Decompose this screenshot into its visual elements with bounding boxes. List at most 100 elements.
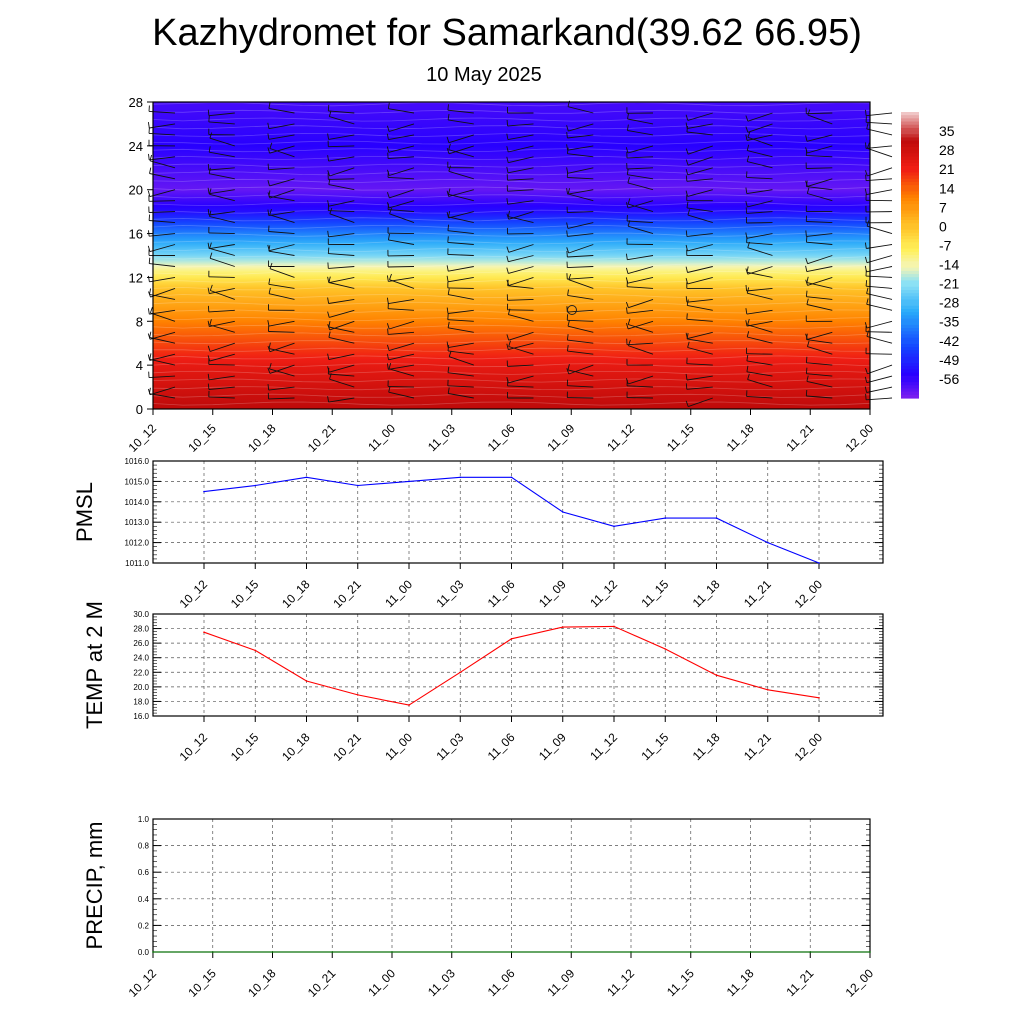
x-tick-label: 11_06 (485, 577, 518, 610)
wind-barb (328, 276, 355, 289)
wind-barb (864, 167, 893, 177)
x-tick-label: 12_00 (843, 421, 877, 455)
wind-barb-shaft (150, 312, 176, 322)
wind-barb (685, 112, 713, 121)
wind-barb (147, 275, 176, 283)
wind-barb-shaft (329, 320, 355, 331)
y-tick-label: 0.8 (138, 842, 150, 851)
wind-barb (267, 320, 295, 327)
wind-barb (566, 261, 594, 269)
wind-barb-shaft (209, 324, 235, 333)
pmsl-frame (152, 460, 884, 564)
wind-barb-flag (567, 188, 571, 195)
wind-barb (625, 145, 654, 154)
wind-barb (864, 375, 893, 384)
wind-barb (447, 366, 474, 377)
precip-data-point (630, 951, 632, 953)
wind-barb-shaft (208, 396, 235, 399)
colorbar-segment (901, 337, 919, 342)
wind-barb-shaft (329, 364, 355, 373)
wind-barb-flag (208, 115, 210, 122)
wind-barb-shaft (806, 296, 833, 300)
wind-barb-flag (207, 373, 210, 380)
wind-barb-shaft (389, 320, 415, 330)
colorbar-segment (901, 235, 919, 240)
wind-barb-flag (686, 125, 689, 133)
wind-barb-shaft (866, 266, 893, 273)
wind-barb-flag (865, 367, 868, 374)
wind-barb (327, 238, 355, 245)
wind-barb (208, 146, 235, 158)
wind-barb-shaft (567, 255, 594, 258)
wind-barb (685, 266, 713, 273)
colorbar-segment (901, 324, 919, 329)
wind-barb-shaft (567, 167, 594, 174)
heatmap-contour-line (152, 163, 871, 168)
wind-barb (207, 187, 235, 195)
colorbar-label: -21 (939, 276, 959, 292)
wind-barb-shaft (687, 304, 713, 311)
wind-barb (386, 353, 415, 361)
colorbar-segment (901, 242, 919, 247)
wind-barb-shaft (568, 279, 594, 289)
wind-barb-flag (327, 324, 331, 331)
wind-barb-shaft (866, 320, 893, 329)
wind-barb-flag (806, 298, 809, 305)
colorbar-segment (901, 264, 919, 269)
wind-barb-shaft (328, 336, 355, 344)
wind-barb-flag (386, 323, 390, 330)
wind-barb-shaft (508, 244, 534, 253)
colorbar-segment (901, 143, 919, 148)
pmsl-data-point (357, 484, 359, 487)
colorbar-segment (901, 200, 919, 205)
wind-barb-shaft (807, 193, 833, 202)
wind-barb-flag (625, 277, 629, 284)
colorbar-segment (901, 220, 919, 224)
x-tick-label: 11_12 (587, 730, 620, 763)
x-tick-label: 10_18 (279, 730, 313, 764)
wind-barb (268, 278, 295, 289)
y-tick-label: 1014.0 (125, 498, 150, 507)
wind-barb-shaft (568, 123, 594, 132)
wind-barb-shaft (269, 244, 295, 252)
wind-barb-shaft (807, 346, 833, 355)
wind-barb-shaft (626, 156, 654, 159)
wind-barb-flag (566, 222, 569, 229)
wind-barb (207, 353, 235, 362)
wind-barb (207, 242, 235, 250)
wind-barb-flag (267, 244, 270, 251)
wind-barb-shaft (687, 276, 713, 285)
wind-barb (864, 188, 893, 196)
wind-barb-shaft (149, 353, 176, 361)
colorbar-segment (901, 229, 919, 234)
wind-barb-flag (806, 340, 810, 347)
colorbar-segment (901, 359, 919, 364)
wind-barb (446, 307, 474, 314)
wind-barb-shaft (747, 150, 773, 158)
wind-barb-flag (389, 207, 393, 214)
wind-barb-flag (446, 275, 449, 282)
wind-barb (747, 131, 773, 147)
colorbar-segment (901, 293, 919, 297)
wind-barb-shaft (507, 189, 534, 192)
wind-barb-flag (566, 247, 570, 254)
wind-barb-shaft (149, 189, 176, 198)
wind-barb-shaft (627, 276, 654, 284)
wind-barb (685, 373, 713, 381)
colorbar-segment (901, 194, 919, 199)
wind-barb-shaft (209, 287, 235, 295)
wind-barb-flag (506, 343, 509, 350)
colorbar-segment (901, 156, 919, 161)
wind-barb-shaft (806, 380, 833, 388)
wind-barb-shaft (388, 200, 415, 209)
wind-barb-flag (805, 279, 808, 286)
wind-barb-flag (327, 200, 330, 207)
y-tick-label: 26.0 (133, 639, 149, 648)
x-tick-label: 11_18 (724, 421, 757, 454)
wind-barb (625, 298, 654, 309)
heatmap-contour-line (152, 194, 871, 199)
colorbar-segment (901, 385, 919, 390)
wind-barb-flag (625, 301, 629, 308)
wind-barb (626, 359, 653, 366)
wind-barb-shaft (746, 211, 773, 214)
